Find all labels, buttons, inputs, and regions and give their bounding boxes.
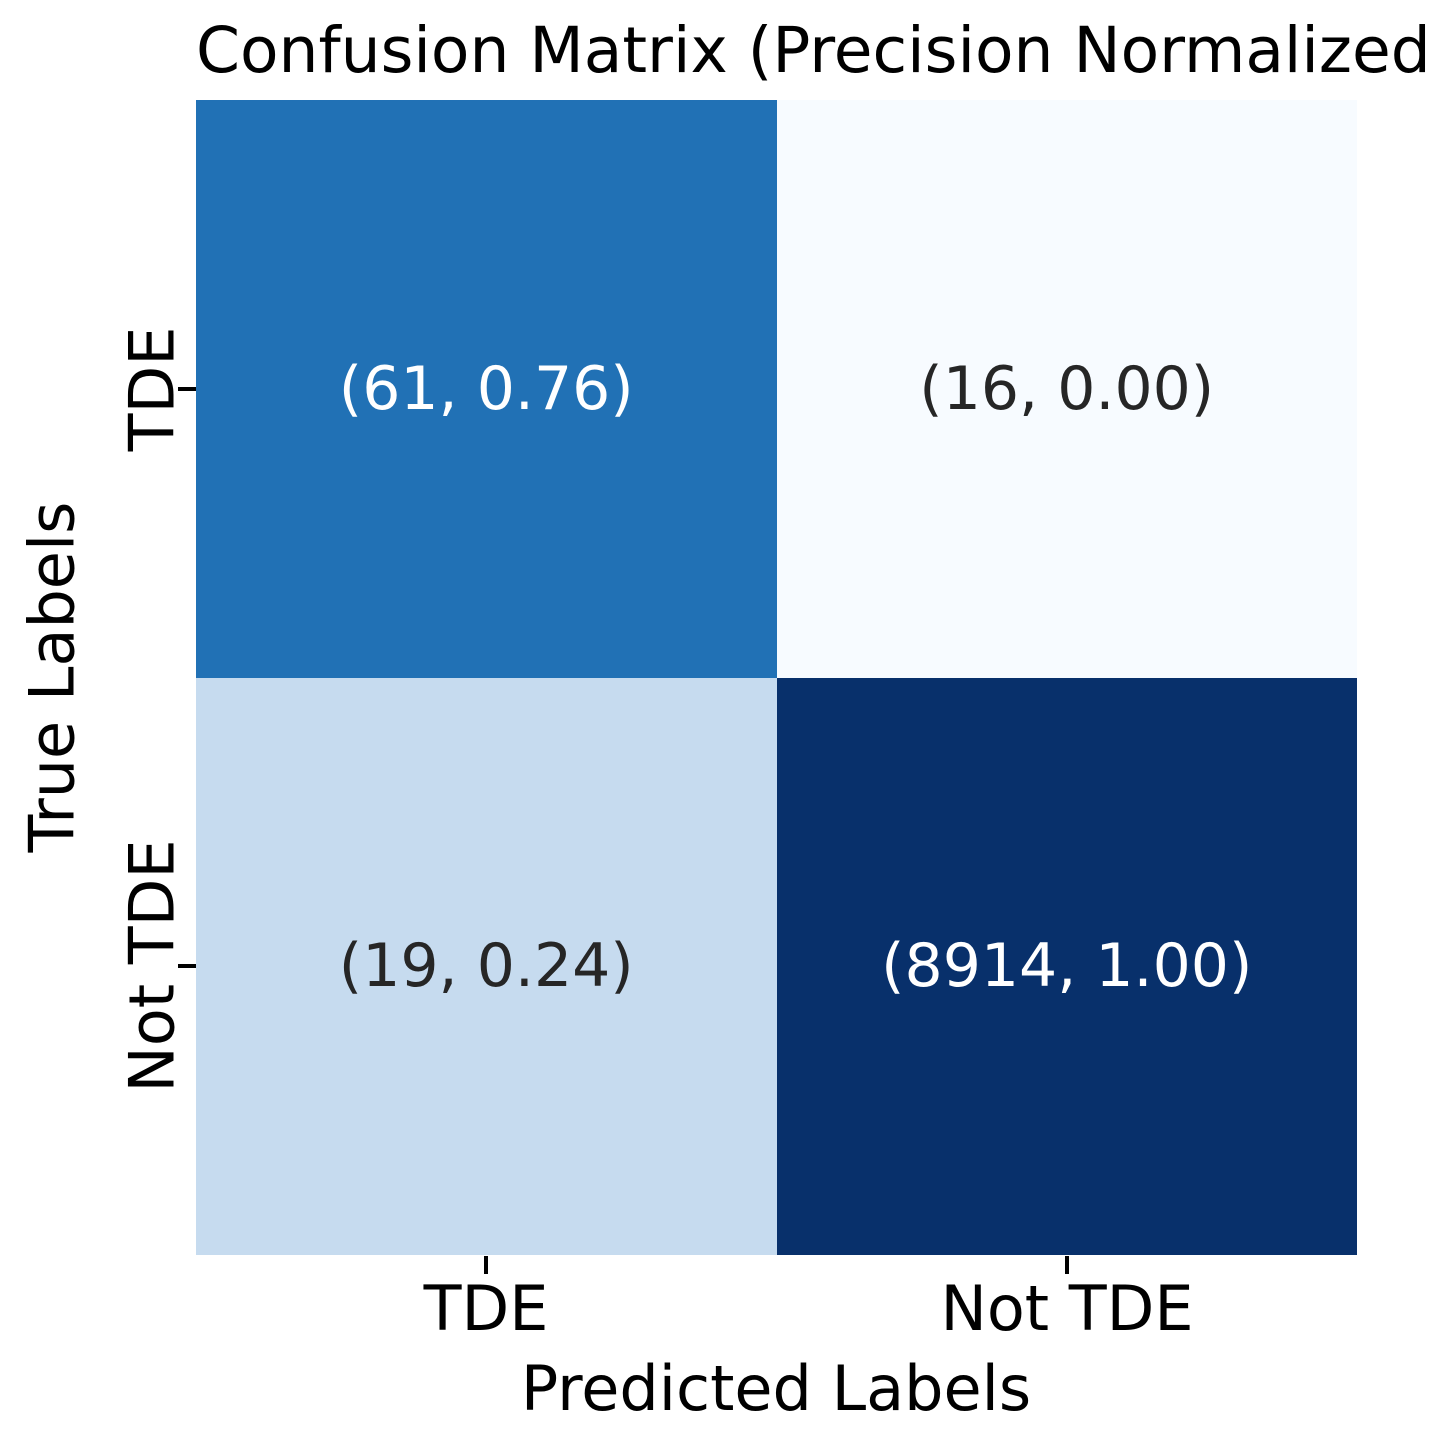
cell-annotation: (8914, 1.00): [881, 931, 1253, 1002]
y-axis-label: True Labels: [15, 501, 89, 853]
y-tick-mark-not-tde: [178, 964, 196, 968]
x-axis-label: Predicted Labels: [520, 1352, 1032, 1425]
cell-true-tde-pred-tde: (61, 0.76): [196, 100, 777, 678]
y-tick-mark-tde: [178, 387, 196, 391]
chart-title: Confusion Matrix (Precision Normalized): [196, 14, 1431, 87]
cell-annotation: (61, 0.76): [338, 353, 634, 424]
x-tick-label-not-tde: Not TDE: [940, 1272, 1194, 1345]
x-tick-label-tde: TDE: [423, 1272, 549, 1345]
cell-annotation: (16, 0.00): [919, 353, 1215, 424]
cell-true-not-tde-pred-not-tde: (8914, 1.00): [776, 677, 1357, 1255]
heatmap-grid: (61, 0.76) (16, 0.00) (19, 0.24) (8914, …: [196, 100, 1357, 1255]
x-tick-mark-tde: [484, 1256, 488, 1274]
cell-annotation: (19, 0.24): [338, 931, 634, 1002]
cell-true-not-tde-pred-tde: (19, 0.24): [196, 677, 777, 1255]
x-tick-mark-not-tde: [1065, 1256, 1069, 1274]
cell-true-tde-pred-not-tde: (16, 0.00): [776, 100, 1357, 678]
